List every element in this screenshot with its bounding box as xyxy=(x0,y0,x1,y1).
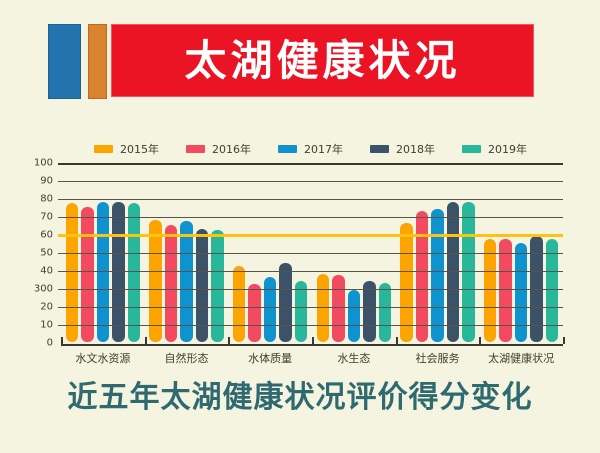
bar-太湖健康状况-2019年 xyxy=(545,239,559,342)
legend-item-2015年: 2015年 xyxy=(94,141,159,157)
gridline-70 xyxy=(58,217,563,218)
banner-blue-bar xyxy=(48,24,81,99)
bar-太湖健康状况-2016年 xyxy=(499,239,512,342)
bar-社会服务-2017年 xyxy=(431,208,444,342)
x-axis-group-tick xyxy=(479,337,482,344)
gridline-50 xyxy=(58,253,563,254)
x-axis-category-label: 太湖健康状况 xyxy=(488,352,555,365)
x-axis-group-tick xyxy=(61,337,63,344)
gridline-80 xyxy=(58,199,563,200)
bar-自然形态-2015年 xyxy=(149,219,162,342)
legend-item-2017年: 2017年 xyxy=(278,141,343,157)
legend-swatch-icon xyxy=(186,145,205,153)
x-axis-group-tick xyxy=(312,337,314,344)
chart-caption: 近五年太湖健康状况评价得分变化 xyxy=(67,380,533,415)
y-axis-tick-label: 90 xyxy=(40,175,53,187)
gridline-100 xyxy=(58,163,563,165)
bar-水生态-2018年 xyxy=(363,280,376,342)
y-axis-tick-label: 300 xyxy=(33,283,53,295)
legend-label: 2017年 xyxy=(304,143,343,156)
x-axis-category-label: 自然形态 xyxy=(164,352,209,365)
bar-水生态-2016年 xyxy=(332,275,345,342)
x-axis-group-tick xyxy=(395,337,398,344)
legend-swatch-icon xyxy=(278,145,297,153)
x-axis-category-label: 水体质量 xyxy=(248,352,293,365)
legend-label: 2015年 xyxy=(120,143,159,156)
bar-水生态-2019年 xyxy=(378,282,392,342)
gridline-90 xyxy=(58,181,563,182)
legend-label: 2018年 xyxy=(396,143,435,156)
y-axis-tick-label: 80 xyxy=(40,193,53,205)
gridline-30 xyxy=(58,289,563,290)
y-axis-tick-label: 100 xyxy=(33,157,53,169)
bar-水体质量-2018年 xyxy=(279,262,292,342)
legend-item-2016年: 2016年 xyxy=(186,141,251,157)
gridline-10 xyxy=(58,325,563,326)
bar-太湖健康状况-2015年 xyxy=(483,239,497,342)
x-axis-category-label: 水文水资源 xyxy=(75,352,131,365)
legend-item-2018年: 2018年 xyxy=(370,141,435,157)
y-axis-tick-label: 0 xyxy=(46,337,53,349)
threshold-line-60 xyxy=(58,234,563,237)
y-axis-tick-label: 20 xyxy=(40,301,53,313)
bar-水文水资源-2016年 xyxy=(81,207,94,342)
legend-swatch-icon xyxy=(94,145,113,153)
x-axis-group-tick xyxy=(144,337,147,344)
x-axis-category-label: 社会服务 xyxy=(415,352,460,365)
x-axis-category-label: 水生态 xyxy=(337,352,371,365)
y-axis-tick-label: 10 xyxy=(40,319,53,331)
title-banner: 太湖健康状况 xyxy=(111,24,534,97)
gridline-40 xyxy=(58,271,563,272)
legend-swatch-icon xyxy=(462,145,481,153)
bar-自然形态-2018年 xyxy=(195,228,209,342)
bar-自然形态-2017年 xyxy=(180,221,193,342)
bar-自然形态-2019年 xyxy=(211,230,224,342)
bar-水体质量-2017年 xyxy=(263,277,277,342)
chart-legend: 2015年 2016年 2017年 2018年 2019年 xyxy=(58,141,563,157)
bar-水文水资源-2019年 xyxy=(127,203,141,342)
bar-水体质量-2016年 xyxy=(248,284,261,342)
legend-label: 2016年 xyxy=(212,143,251,156)
bar-太湖健康状况-2017年 xyxy=(514,243,528,342)
bar-水生态-2017年 xyxy=(347,289,361,342)
page-title: 太湖健康状况 xyxy=(184,35,461,85)
legend-label: 2019年 xyxy=(488,143,527,156)
y-axis-tick-label: 40 xyxy=(40,265,53,277)
y-axis-tick-label: 70 xyxy=(40,211,53,223)
y-axis-tick-label: 60 xyxy=(40,229,53,241)
bar-自然形态-2016年 xyxy=(164,225,178,342)
x-axis-line xyxy=(61,344,563,346)
y-axis-tick-label: 50 xyxy=(40,247,53,259)
bar-社会服务-2016年 xyxy=(415,210,429,342)
bar-水体质量-2015年 xyxy=(232,266,246,342)
gridline-20 xyxy=(58,307,563,308)
bar-太湖健康状况-2018年 xyxy=(530,235,543,342)
bar-社会服务-2015年 xyxy=(400,223,413,342)
legend-item-2019年: 2019年 xyxy=(462,141,527,157)
banner-orange-bar xyxy=(88,24,107,99)
bar-水体质量-2019年 xyxy=(294,280,308,342)
bar-水文水资源-2015年 xyxy=(65,203,79,342)
legend-swatch-icon xyxy=(370,145,389,153)
x-axis-group-tick xyxy=(228,337,231,344)
x-axis-group-tick xyxy=(563,337,565,344)
